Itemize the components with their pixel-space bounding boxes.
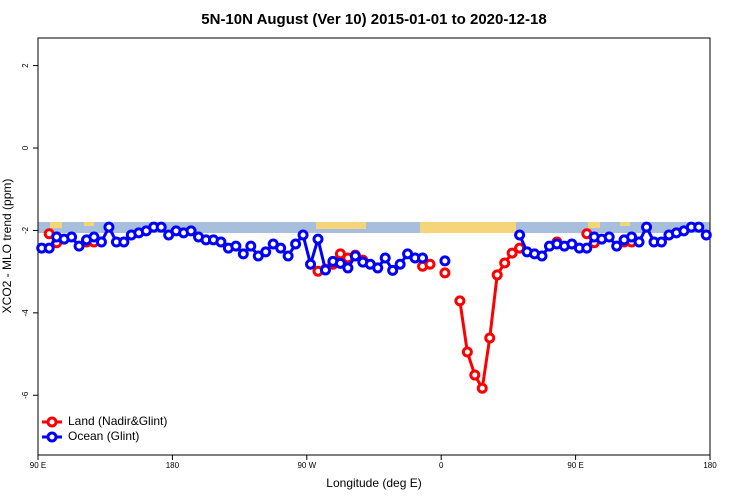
data-point [334, 257, 346, 269]
data-point [103, 221, 115, 233]
data-point [491, 269, 503, 281]
data-point [319, 264, 331, 276]
chart-title: 5N-10N August (Ver 10) 2015-01-01 to 202… [201, 11, 546, 28]
data-point [118, 236, 130, 248]
data-point [693, 221, 705, 233]
data-point [641, 221, 653, 233]
data-point [349, 250, 361, 262]
data-point [499, 257, 511, 269]
data-point [506, 247, 518, 259]
data-point [514, 229, 526, 241]
data-point [275, 242, 287, 254]
data-point [603, 231, 615, 243]
y-tick-label: 2 [21, 63, 30, 68]
data-point [312, 233, 324, 245]
legend-marker [46, 416, 58, 428]
data-point [66, 231, 78, 243]
data-point [387, 264, 399, 276]
data-point [43, 242, 55, 254]
land-mask [38, 222, 710, 233]
data-point [476, 382, 488, 394]
land-band [620, 222, 630, 226]
data-point [611, 240, 623, 252]
data-point [230, 240, 242, 252]
data-point [424, 258, 436, 270]
data-point [282, 250, 294, 262]
land-band [588, 222, 600, 228]
data-point [417, 252, 429, 264]
y-tick-label: -2 [21, 226, 30, 234]
data-point [655, 236, 667, 248]
y-tick-label: 0 [21, 145, 30, 150]
ocean-band [38, 222, 710, 233]
plot-frame [37, 37, 711, 456]
x-tick-label: 90 W [297, 461, 316, 470]
data-point [185, 225, 197, 237]
land-band [316, 222, 366, 229]
x-tick-label: 0 [439, 461, 444, 470]
data-point [633, 236, 645, 248]
data-point [237, 248, 249, 260]
data-point [260, 246, 272, 258]
data-point [379, 252, 391, 264]
data-point [484, 332, 496, 344]
data-point [245, 240, 257, 252]
data-point [454, 295, 466, 307]
land-band [420, 222, 516, 233]
data-point [439, 255, 451, 267]
legend-label: Land (Nadir&Glint) [68, 414, 167, 428]
data-point [155, 221, 167, 233]
data-point [626, 231, 638, 243]
x-tick-label: 180 [166, 461, 180, 470]
y-tick-label: -6 [21, 391, 30, 399]
data-point [73, 240, 85, 252]
x-tick-label: 90 E [567, 461, 583, 470]
data-point [581, 242, 593, 254]
data-point [469, 369, 481, 381]
data-point [88, 231, 100, 243]
land-band [84, 222, 94, 226]
data-point [461, 346, 473, 358]
x-axis-label: Longitude (deg E) [326, 476, 421, 490]
y-axis-label: XCO2 - MLO trend (ppm) [0, 179, 14, 314]
legend-label: Ocean (Glint) [68, 429, 139, 443]
data-point [700, 229, 712, 241]
data-point [342, 262, 354, 274]
data-point [305, 258, 317, 270]
data-point [372, 262, 384, 274]
data-point [297, 229, 309, 241]
data-point [95, 236, 107, 248]
x-tick-label: 180 [703, 461, 717, 470]
data-point [394, 258, 406, 270]
legend-marker [46, 431, 58, 443]
y-tick-label: -4 [21, 309, 30, 317]
x-tick-label: 90 E [30, 461, 46, 470]
data-point [215, 236, 227, 248]
land-band [50, 222, 62, 228]
data-point [290, 238, 302, 250]
data-point [536, 250, 548, 262]
data-point [439, 267, 451, 279]
